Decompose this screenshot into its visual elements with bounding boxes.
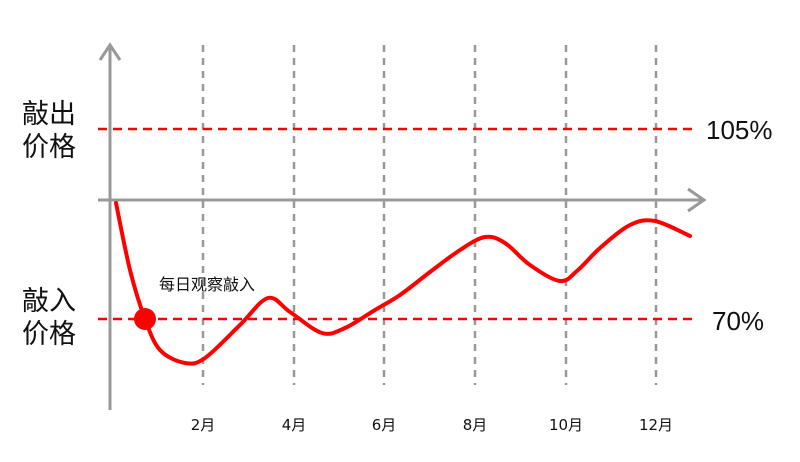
month-label: 10月 [549,416,583,434]
knock-out-label-line2: 价格 [22,132,76,163]
month-label: 12月 [639,416,673,434]
x-axis-arrow-icon [687,187,707,213]
lower-percent-label: 70% [712,306,764,336]
month-labels: 2月 4月 6月 8月 10月 12月 [191,416,673,434]
annotation-daily-observe: 每日观察敲入 [159,275,255,294]
price-curve [114,201,692,366]
knock-in-label-line2: 价格 [22,319,76,350]
month-label: 2月 [191,416,216,434]
month-label: 8月 [463,416,488,434]
knock-in-label-line1: 敲入 [22,286,76,317]
month-gridlines [201,45,658,385]
knock-in-point [134,308,156,330]
month-label: 4月 [282,416,307,434]
knock-out-label-line1: 敲出 [22,99,76,130]
month-label: 6月 [372,416,397,434]
upper-percent-label: 105% [706,115,773,145]
y-axis-arrow-icon [98,42,122,61]
